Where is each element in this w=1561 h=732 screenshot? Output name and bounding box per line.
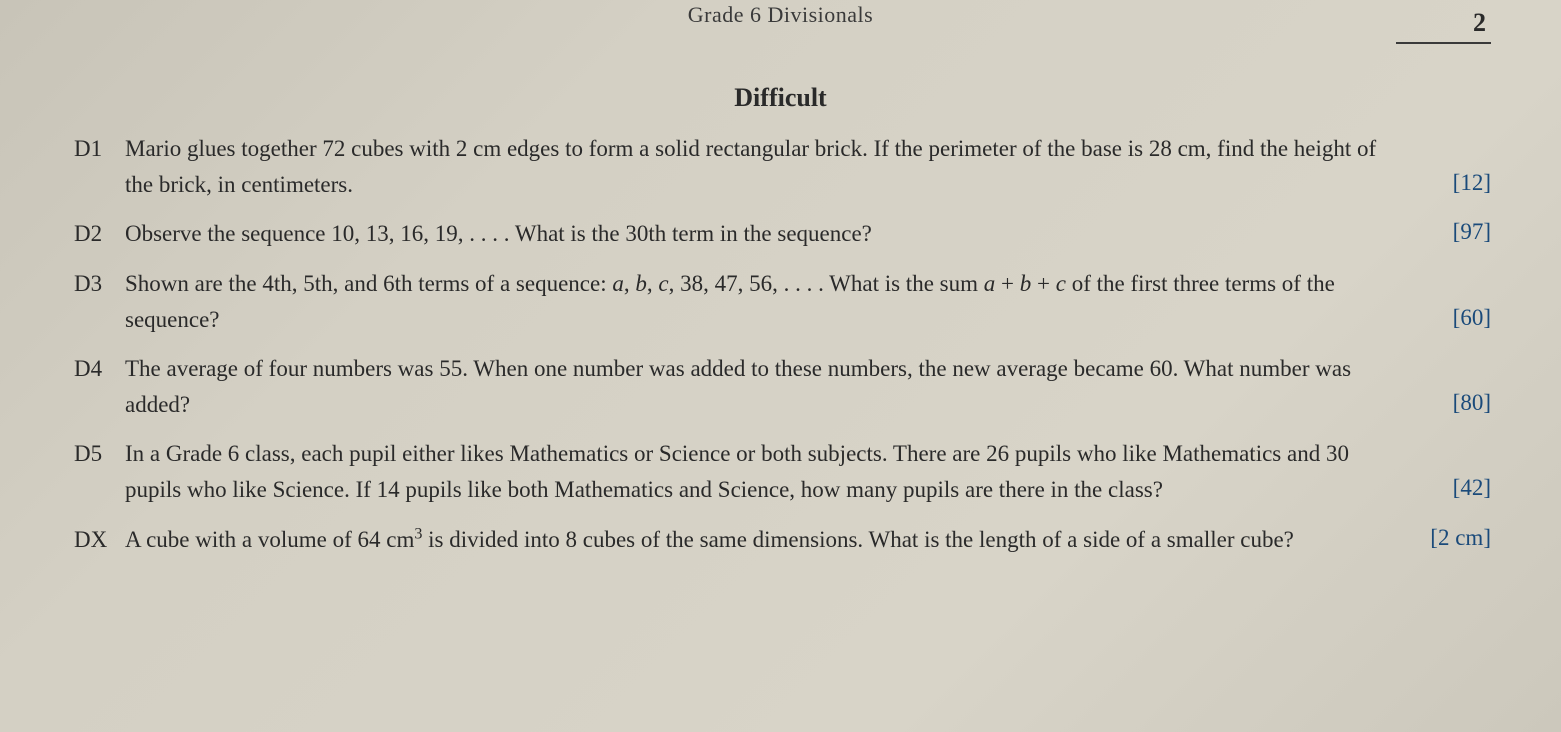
answer-value: 80 bbox=[1460, 390, 1483, 415]
problem-text: Observe the sequence 10, 13, 16, 19, . .… bbox=[125, 216, 1491, 252]
problem-id: D4 bbox=[70, 351, 125, 422]
problem-id: D3 bbox=[70, 266, 125, 337]
problem-d5: D5 In a Grade 6 class, each pupil either… bbox=[70, 436, 1491, 507]
problem-text: Shown are the 4th, 5th, and 6th terms of… bbox=[125, 266, 1491, 337]
problem-d1: D1 Mario glues together 72 cubes with 2 … bbox=[70, 131, 1491, 202]
section-title-difficult: Difficult bbox=[70, 83, 1491, 113]
problem-dx: DX A cube with a volume of 64 cm3 is div… bbox=[70, 522, 1491, 558]
problem-answer: [80] bbox=[1453, 385, 1491, 421]
problem-d2: D2 Observe the sequence 10, 13, 16, 19, … bbox=[70, 216, 1491, 252]
problem-id: D1 bbox=[70, 131, 125, 202]
problem-d3: D3 Shown are the 4th, 5th, and 6th terms… bbox=[70, 266, 1491, 337]
problem-id: D5 bbox=[70, 436, 125, 507]
problem-text: In a Grade 6 class, each pupil either li… bbox=[125, 436, 1491, 507]
answer-value: 2 cm bbox=[1438, 525, 1483, 550]
problem-answer: [42] bbox=[1453, 470, 1491, 506]
problem-answer: [12] bbox=[1453, 165, 1491, 201]
problem-answer: [97] bbox=[1453, 214, 1491, 250]
answer-value: 97 bbox=[1460, 219, 1483, 244]
page-number-underline bbox=[1396, 42, 1491, 44]
page-number: 2 bbox=[1473, 8, 1486, 38]
problem-answer: [2 cm] bbox=[1430, 520, 1491, 556]
problem-text: The average of four numbers was 55. When… bbox=[125, 351, 1491, 422]
problem-d4: D4 The average of four numbers was 55. W… bbox=[70, 351, 1491, 422]
header-partial-title: Grade 6 Divisionals bbox=[70, 0, 1491, 28]
answer-value: 12 bbox=[1460, 170, 1483, 195]
problem-id: D2 bbox=[70, 216, 125, 252]
problem-text: Mario glues together 72 cubes with 2 cm … bbox=[125, 131, 1491, 202]
answer-value: 42 bbox=[1460, 475, 1483, 500]
problem-answer: [60] bbox=[1453, 300, 1491, 336]
problem-id: DX bbox=[70, 522, 125, 558]
problem-text: A cube with a volume of 64 cm3 is divide… bbox=[125, 522, 1491, 558]
answer-value: 60 bbox=[1460, 305, 1483, 330]
